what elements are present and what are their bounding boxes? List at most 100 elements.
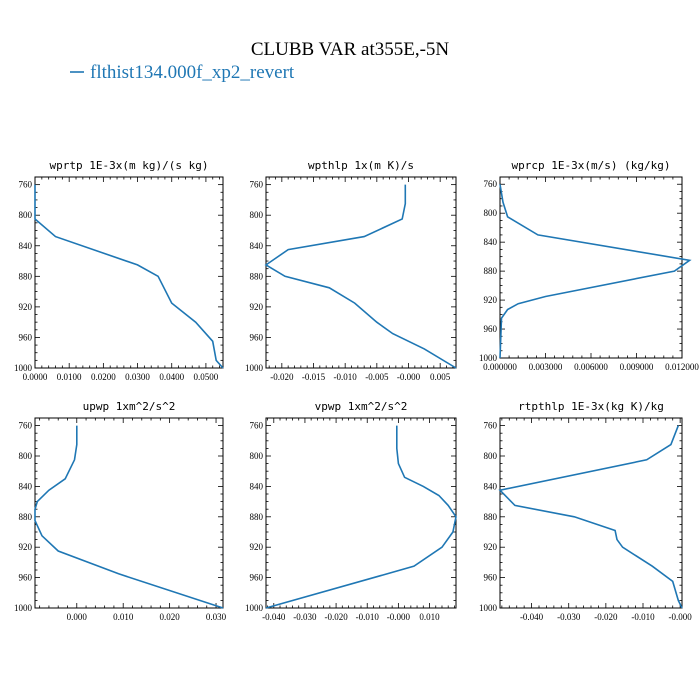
- y-tick-label: 880: [250, 271, 264, 281]
- x-tick-label: -0.000: [669, 612, 693, 622]
- chart-panel-1: wprtp 1E-3x(m kg)/(s kg) 760 800 840 880 920 9…: [14, 159, 224, 382]
- x-tick-label: 0.003000: [529, 362, 563, 372]
- x-tick-label: -0.040: [262, 612, 286, 622]
- panel-title: wprtp 1E-3x(m kg)/(s kg): [50, 159, 209, 172]
- y-tick-label: 1000: [14, 603, 33, 613]
- x-tick-label: -0.020: [594, 612, 618, 622]
- plot-frame: [265, 417, 457, 609]
- chart-panel-5: vpwp 1xm^2/s^27608008408809209601000-0.0…: [245, 400, 457, 622]
- plot-frame: [499, 417, 683, 609]
- y-tick-label: 920: [484, 295, 498, 305]
- x-tick-label: 0.010: [419, 612, 440, 622]
- y-tick-label: 920: [484, 542, 498, 552]
- series-line: [34, 184, 224, 369]
- x-tick-label: 0.000000: [483, 362, 517, 372]
- panel-title: wprcp 1E-3x(m/s) (kg/kg): [512, 159, 671, 172]
- y-tick-label: 760: [250, 421, 264, 431]
- x-tick-label: -0.040: [520, 612, 544, 622]
- y-tick-label: 960: [484, 573, 498, 583]
- x-tick-label: 0.020: [159, 612, 180, 622]
- panel-title: vpwp 1xm^2/s^2: [315, 400, 408, 413]
- y-tick-label: 1000: [245, 363, 264, 373]
- x-tick-label: -0.010: [334, 372, 358, 382]
- plot-frame: [499, 176, 683, 359]
- legend: flthist134.000f_xp2_revert: [70, 62, 295, 83]
- chart-panel-6: rtpthlp 1E-3x(kg K)/kg 760 800 840 880 920 960…: [479, 400, 692, 622]
- y-tick-label: 1000: [14, 363, 33, 373]
- y-tick-label: 880: [484, 266, 498, 276]
- y-tick-label: 960: [250, 573, 264, 583]
- series-line: [498, 425, 683, 609]
- plot-frame: [34, 176, 224, 369]
- x-tick-label: 0.009000: [620, 362, 654, 372]
- y-tick-label: 760: [484, 179, 498, 189]
- panel-title: upwp 1xm^2/s^2: [83, 400, 176, 413]
- x-tick-label: 0.0500: [194, 372, 219, 382]
- y-tick-label: 800: [484, 451, 498, 461]
- x-tick-label: 0.010: [113, 612, 134, 622]
- panel-grid: wprtp 1E-3x(m kg)/(s kg) 760 800 840 880 920 9…: [14, 159, 699, 622]
- x-tick-label: 0.0000: [23, 372, 48, 382]
- x-tick-label: 0.0200: [91, 372, 116, 382]
- chart-panel-2: wpthlp 1x(m K)/s 760 800 840 880 920 960 1000 -0…: [245, 159, 457, 382]
- y-tick-label: 880: [19, 271, 33, 281]
- y-tick-label: 760: [19, 421, 33, 431]
- x-tick-label: 0.000: [67, 612, 88, 622]
- y-tick-label: 840: [484, 237, 498, 247]
- y-tick-label: 800: [250, 451, 264, 461]
- y-tick-label: 920: [250, 542, 264, 552]
- y-tick-label: 1000: [479, 353, 498, 363]
- y-tick-label: 800: [19, 210, 33, 220]
- y-tick-label: 760: [250, 180, 264, 190]
- plot-frame: [34, 417, 224, 609]
- x-tick-label: -0.030: [557, 612, 581, 622]
- y-tick-label: 960: [484, 324, 498, 334]
- series-line: [499, 184, 692, 359]
- panel-title: rtpthlp 1E-3x(kg K)/kg: [518, 400, 664, 413]
- series-line: [264, 184, 457, 369]
- y-tick-label: 840: [250, 241, 264, 251]
- series-line: [265, 425, 457, 609]
- y-tick-label: 800: [484, 208, 498, 218]
- y-tick-label: 960: [250, 332, 264, 342]
- x-tick-label: -0.000: [387, 612, 411, 622]
- x-tick-label: -0.015: [302, 372, 326, 382]
- x-tick-label: -0.020: [324, 612, 348, 622]
- y-tick-label: 1000: [479, 603, 498, 613]
- y-tick-label: 840: [19, 481, 33, 491]
- y-tick-label: 840: [484, 481, 498, 491]
- x-tick-label: -0.010: [631, 612, 655, 622]
- y-tick-label: 840: [19, 241, 33, 251]
- y-tick-label: 920: [250, 302, 264, 312]
- x-tick-label: 0.0400: [159, 372, 184, 382]
- y-tick-label: 800: [19, 451, 33, 461]
- y-tick-label: 880: [484, 512, 498, 522]
- x-tick-label: -0.030: [293, 612, 317, 622]
- x-tick-label: 0.030: [206, 612, 227, 622]
- y-tick-label: 1000: [245, 603, 264, 613]
- chart-panel-3: wprcp 1E-3x(m/s) (kg/kg) 760 800 840 880 920 9…: [479, 159, 699, 372]
- plot-frame: [265, 176, 457, 369]
- y-tick-label: 800: [250, 210, 264, 220]
- y-tick-label: 920: [19, 302, 33, 312]
- x-tick-label: -0.005: [365, 372, 389, 382]
- x-tick-label: 0.0300: [125, 372, 150, 382]
- y-tick-label: 880: [250, 512, 264, 522]
- x-tick-label: -0.010: [356, 612, 380, 622]
- y-tick-label: 960: [19, 332, 33, 342]
- y-tick-label: 920: [19, 542, 33, 552]
- legend-entry-label: flthist134.000f_xp2_revert: [90, 62, 295, 83]
- x-tick-label: 0.006000: [574, 362, 608, 372]
- y-tick-label: 840: [250, 481, 264, 491]
- chart-panel-4: upwp 1xm^2/s^2 760 800 840 880 920 960 1000 0.00…: [14, 400, 227, 622]
- panel-title: wpthlp 1x(m K)/s: [308, 159, 414, 172]
- x-tick-label: 0.012000: [665, 362, 699, 372]
- y-tick-label: 760: [19, 180, 33, 190]
- y-tick-label: 960: [19, 573, 33, 583]
- x-tick-label: -0.020: [270, 372, 294, 382]
- x-tick-label: -0.000: [397, 372, 421, 382]
- figure-title: CLUBB VAR at355E,-5N: [251, 39, 450, 60]
- x-tick-label: 0.0100: [57, 372, 82, 382]
- x-tick-label: 0.005: [430, 372, 451, 382]
